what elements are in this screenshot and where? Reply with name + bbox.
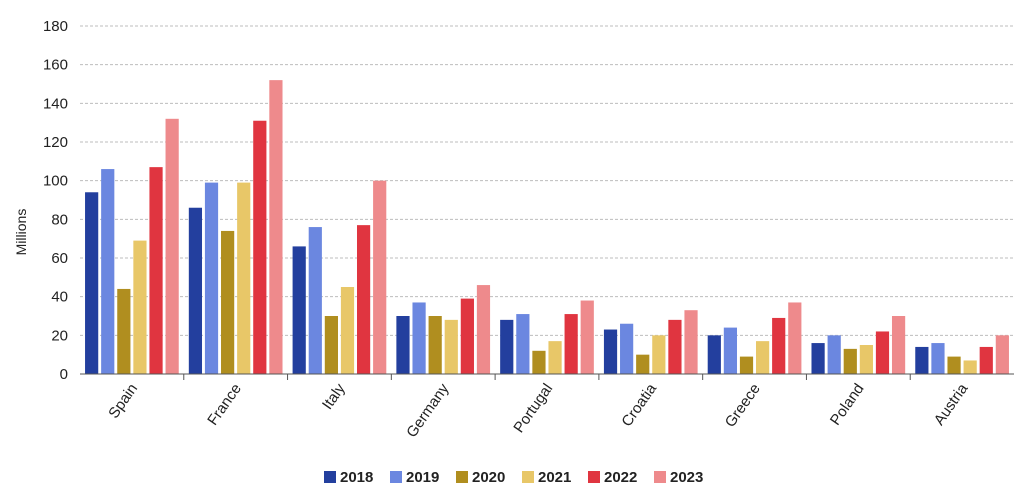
bar-2023-spain [165,118,179,374]
y-tick-label: 20 [51,327,68,344]
bar-2019-italy [308,227,322,374]
y-tick-label: 40 [51,289,68,306]
bar-2022-austria [979,346,993,374]
bar-2023-austria [995,335,1009,374]
legend-swatch-2020 [456,471,468,483]
bar-2019-germany [412,302,426,374]
bar-2021-spain [133,240,147,374]
bar-2022-greece [772,317,786,374]
bar-2018-germany [396,316,410,374]
x-category-label: Croatia [618,380,660,430]
bar-2023-portugal [580,300,594,374]
bar-2020-portugal [532,350,546,374]
bar-2022-croatia [668,319,682,374]
x-category-label: Germany [403,380,453,441]
bar-2018-croatia [603,329,618,374]
legend-swatch-2018 [324,471,336,483]
bar-2019-croatia [620,323,634,374]
bar-2021-croatia [652,335,666,374]
bar-2018-poland [811,343,825,374]
x-category-label: Portugal [510,381,556,437]
bar-2018-italy [292,246,306,374]
y-axis-ticks: 0 20 40 60 80 100 120 140 160 180 [43,18,68,383]
bar-2020-italy [324,316,338,374]
y-tick-label: 80 [51,211,68,228]
bar-2022-portugal [564,314,578,374]
bar-2020-greece [739,356,754,374]
bar-2023-greece [788,302,802,374]
bar-2021-germany [444,319,458,374]
bar-2019-france [204,182,219,374]
y-tick-label: 180 [43,18,68,35]
category-labels: Spain France Italy Germany Portugal Croatia Gr… [105,380,972,441]
x-category-label: Poland [827,381,868,429]
legend-label-2022: 2022 [604,469,637,486]
bar-2022-spain [149,167,163,374]
bar-2022-italy [356,225,371,374]
bar-2023-italy [373,180,387,374]
y-tick-label: 120 [43,134,68,151]
bar-2020-germany [428,316,442,374]
legend-swatch-2019 [390,471,402,483]
x-category-label: Greece [722,381,764,431]
bar-2020-poland [843,348,857,374]
bar-2021-italy [340,287,355,374]
y-axis-title: Millions [13,209,29,256]
x-category-label: Italy [319,380,349,413]
gridlines [80,25,1014,336]
bar-2018-austria [915,346,929,374]
bar-2020-france [221,230,235,374]
y-tick-label: 140 [43,95,68,112]
bar-2019-spain [101,169,115,374]
y-tick-label: 160 [43,57,68,74]
x-category-label: France [204,381,245,429]
legend-label-2021: 2021 [538,469,571,486]
y-tick-label: 100 [43,173,68,190]
y-tick-label: 0 [60,366,68,383]
bar-2020-spain [117,288,131,374]
bar-2018-france [188,207,203,374]
bar-2021-austria [963,360,977,374]
x-axis [80,373,1014,380]
bar-2019-greece [723,327,738,374]
bar-2019-austria [931,343,945,374]
bar-2020-croatia [636,354,650,374]
legend-swatch-2022 [588,471,600,483]
x-category-label: Spain [105,381,141,422]
bar-2023-croatia [684,310,698,374]
bar-2023-poland [891,316,906,374]
y-tick-label: 60 [51,250,68,267]
bar-2018-spain [85,192,99,374]
bar-2022-france [253,120,267,374]
bar-2023-germany [476,285,491,374]
bar-2020-austria [947,356,961,374]
legend-swatch-2023 [654,471,666,483]
legend-label-2019: 2019 [406,469,439,486]
bars [85,80,1009,374]
bar-2022-poland [875,331,890,374]
x-category-label: Austria [931,380,972,429]
legend: 2018 2019 2020 2021 2022 2023 [324,469,703,486]
legend-label-2023: 2023 [670,469,703,486]
bar-2021-greece [756,341,770,374]
legend-label-2020: 2020 [472,469,505,486]
bar-2021-portugal [548,341,562,374]
bar-2019-portugal [516,314,530,374]
bar-2018-portugal [500,319,514,374]
legend-label-2018: 2018 [340,469,373,486]
bar-2022-germany [460,298,474,374]
bar-2023-france [269,80,283,374]
bar-2021-france [237,182,251,374]
bar-2019-poland [827,335,841,374]
bar-2018-greece [707,335,721,374]
legend-swatch-2021 [522,471,534,483]
bar-2021-poland [859,345,873,374]
